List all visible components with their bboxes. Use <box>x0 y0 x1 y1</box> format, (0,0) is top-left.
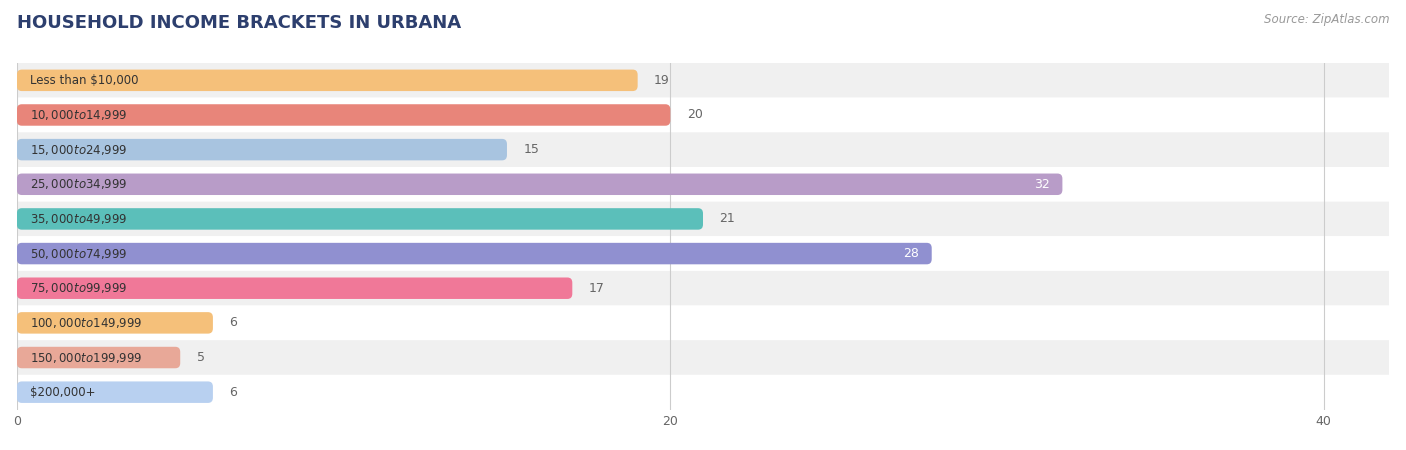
FancyBboxPatch shape <box>17 167 1389 202</box>
FancyBboxPatch shape <box>17 243 932 264</box>
Text: $100,000 to $149,999: $100,000 to $149,999 <box>30 316 142 330</box>
Text: $75,000 to $99,999: $75,000 to $99,999 <box>30 281 128 295</box>
Text: 32: 32 <box>1033 178 1049 191</box>
Text: $15,000 to $24,999: $15,000 to $24,999 <box>30 143 128 157</box>
FancyBboxPatch shape <box>17 98 1389 132</box>
FancyBboxPatch shape <box>17 278 572 299</box>
Text: $50,000 to $74,999: $50,000 to $74,999 <box>30 247 128 261</box>
Text: $150,000 to $199,999: $150,000 to $199,999 <box>30 351 142 364</box>
FancyBboxPatch shape <box>17 202 1389 236</box>
FancyBboxPatch shape <box>17 312 212 333</box>
FancyBboxPatch shape <box>17 174 1063 195</box>
Text: 19: 19 <box>654 74 669 87</box>
Text: Source: ZipAtlas.com: Source: ZipAtlas.com <box>1264 14 1389 27</box>
FancyBboxPatch shape <box>17 132 1389 167</box>
Text: $10,000 to $14,999: $10,000 to $14,999 <box>30 108 128 122</box>
FancyBboxPatch shape <box>17 139 508 160</box>
FancyBboxPatch shape <box>17 347 180 368</box>
FancyBboxPatch shape <box>17 63 1389 98</box>
FancyBboxPatch shape <box>17 375 1389 410</box>
Text: 17: 17 <box>589 282 605 295</box>
Text: HOUSEHOLD INCOME BRACKETS IN URBANA: HOUSEHOLD INCOME BRACKETS IN URBANA <box>17 14 461 32</box>
FancyBboxPatch shape <box>17 306 1389 340</box>
Text: 15: 15 <box>523 143 538 156</box>
FancyBboxPatch shape <box>17 104 671 126</box>
FancyBboxPatch shape <box>17 70 638 91</box>
Text: 6: 6 <box>229 386 238 399</box>
Text: 6: 6 <box>229 316 238 329</box>
Text: $35,000 to $49,999: $35,000 to $49,999 <box>30 212 128 226</box>
Text: $25,000 to $34,999: $25,000 to $34,999 <box>30 177 128 191</box>
Text: 20: 20 <box>686 108 703 122</box>
FancyBboxPatch shape <box>17 236 1389 271</box>
Text: 5: 5 <box>197 351 204 364</box>
Text: 28: 28 <box>903 247 918 260</box>
Text: 21: 21 <box>720 212 735 225</box>
FancyBboxPatch shape <box>17 340 1389 375</box>
FancyBboxPatch shape <box>17 382 212 403</box>
FancyBboxPatch shape <box>17 271 1389 306</box>
FancyBboxPatch shape <box>17 208 703 230</box>
Text: Less than $10,000: Less than $10,000 <box>30 74 138 87</box>
Text: $200,000+: $200,000+ <box>30 386 96 399</box>
